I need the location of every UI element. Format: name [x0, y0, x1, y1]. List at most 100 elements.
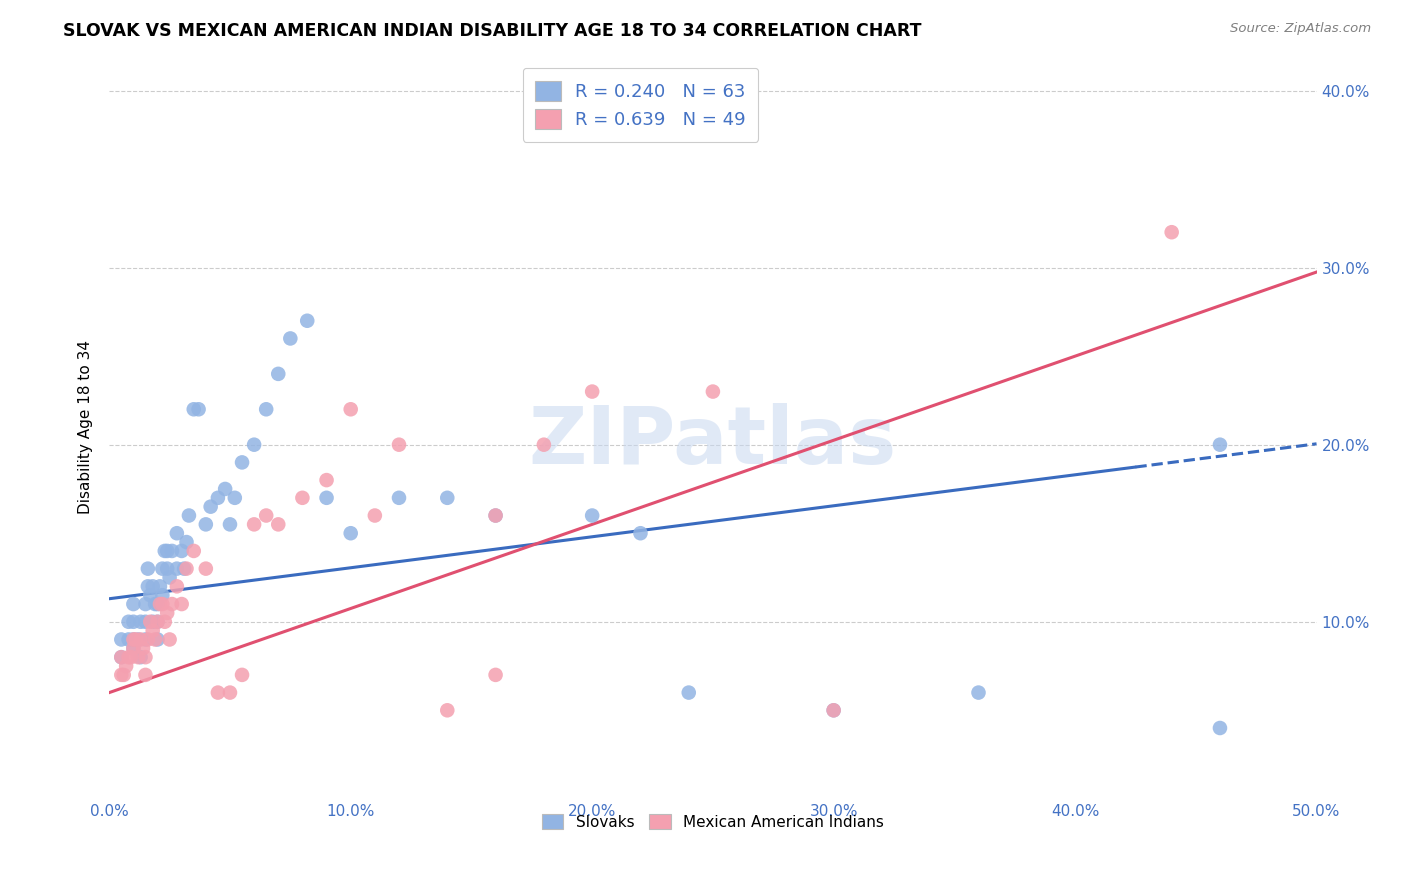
- Text: SLOVAK VS MEXICAN AMERICAN INDIAN DISABILITY AGE 18 TO 34 CORRELATION CHART: SLOVAK VS MEXICAN AMERICAN INDIAN DISABI…: [63, 22, 922, 40]
- Point: [153, 544, 176, 558]
- Point: [129, 650, 152, 665]
- Point: [125, 632, 148, 647]
- Point: [823, 703, 845, 717]
- Point: [484, 668, 506, 682]
- Text: ZIPatlas: ZIPatlas: [529, 403, 897, 481]
- Point: [436, 491, 458, 505]
- Point: [183, 544, 205, 558]
- Point: [823, 703, 845, 717]
- Point: [176, 561, 198, 575]
- Point: [132, 641, 155, 656]
- Point: [117, 650, 139, 665]
- Point: [1209, 438, 1232, 452]
- Point: [129, 615, 152, 629]
- Point: [146, 615, 169, 629]
- Point: [339, 526, 361, 541]
- Point: [297, 314, 319, 328]
- Point: [136, 579, 159, 593]
- Point: [166, 526, 188, 541]
- Point: [315, 473, 337, 487]
- Point: [581, 508, 603, 523]
- Point: [630, 526, 652, 541]
- Point: [142, 579, 165, 593]
- Point: [136, 632, 159, 647]
- Point: [315, 491, 337, 505]
- Point: [194, 517, 217, 532]
- Point: [484, 508, 506, 523]
- Point: [173, 561, 195, 575]
- Y-axis label: Disability Age 18 to 34: Disability Age 18 to 34: [79, 340, 93, 514]
- Point: [143, 597, 166, 611]
- Point: [194, 561, 217, 575]
- Point: [127, 650, 149, 665]
- Point: [146, 615, 169, 629]
- Point: [177, 508, 200, 523]
- Point: [122, 632, 145, 647]
- Point: [533, 438, 555, 452]
- Point: [339, 402, 361, 417]
- Point: [110, 632, 132, 647]
- Point: [146, 632, 169, 647]
- Point: [207, 685, 229, 699]
- Point: [117, 632, 139, 647]
- Point: [187, 402, 209, 417]
- Point: [231, 668, 253, 682]
- Point: [231, 455, 253, 469]
- Point: [134, 597, 156, 611]
- Point: [139, 615, 162, 629]
- Point: [159, 632, 181, 647]
- Point: [170, 597, 193, 611]
- Point: [156, 561, 179, 575]
- Point: [134, 650, 156, 665]
- Point: [967, 685, 990, 699]
- Point: [136, 561, 159, 575]
- Point: [170, 544, 193, 558]
- Point: [122, 615, 145, 629]
- Point: [1160, 225, 1182, 239]
- Point: [176, 535, 198, 549]
- Point: [110, 650, 132, 665]
- Point: [160, 544, 183, 558]
- Point: [150, 588, 173, 602]
- Point: [156, 606, 179, 620]
- Point: [207, 491, 229, 505]
- Point: [142, 624, 165, 638]
- Point: [278, 331, 301, 345]
- Point: [484, 508, 506, 523]
- Point: [183, 402, 205, 417]
- Point: [219, 517, 242, 532]
- Point: [112, 668, 135, 682]
- Point: [150, 561, 173, 575]
- Point: [678, 685, 700, 699]
- Point: [388, 491, 411, 505]
- Point: [436, 703, 458, 717]
- Point: [166, 561, 188, 575]
- Point: [364, 508, 387, 523]
- Point: [110, 668, 132, 682]
- Point: [581, 384, 603, 399]
- Point: [153, 615, 176, 629]
- Point: [129, 632, 152, 647]
- Point: [166, 579, 188, 593]
- Point: [122, 641, 145, 656]
- Point: [702, 384, 724, 399]
- Point: [127, 632, 149, 647]
- Point: [149, 597, 172, 611]
- Point: [267, 517, 290, 532]
- Point: [388, 438, 411, 452]
- Point: [122, 632, 145, 647]
- Point: [142, 615, 165, 629]
- Point: [219, 685, 242, 699]
- Point: [224, 491, 246, 505]
- Point: [267, 367, 290, 381]
- Point: [134, 632, 156, 647]
- Point: [120, 650, 142, 665]
- Point: [243, 438, 266, 452]
- Point: [146, 597, 169, 611]
- Point: [291, 491, 314, 505]
- Point: [254, 508, 277, 523]
- Point: [110, 650, 132, 665]
- Point: [149, 579, 172, 593]
- Point: [243, 517, 266, 532]
- Point: [115, 659, 138, 673]
